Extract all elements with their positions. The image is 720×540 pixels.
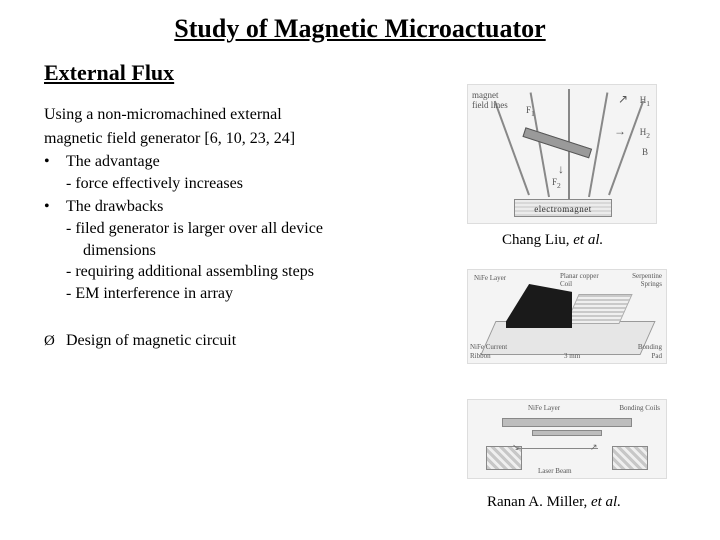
fig2-label-ribbon: Ribbon (470, 352, 491, 360)
caption-1-name: Chang Liu, (502, 232, 573, 248)
design-row: Ø Design of magnetic circuit (44, 330, 427, 352)
fig2-label-springs: Springs (641, 280, 662, 288)
section-heading: External Flux (44, 60, 676, 86)
fig1-b-label: B (642, 147, 648, 157)
fig3-rightblock-icon (612, 446, 648, 470)
arrow-icon: ↗ (590, 442, 598, 453)
figure-3: ↘ ↗ NiFe Layer Bonding Coils Laser Beam (467, 399, 667, 479)
fig1-h1-label: H1 (640, 95, 650, 108)
slide-title: Study of Magnetic Microactuator (44, 14, 676, 44)
figure-1: electromagnet magnetfield lines H1 H2 B … (467, 84, 657, 224)
figure-3-caption: Ranan A. Miller, et al. (487, 494, 621, 511)
fig1-h2-label: H2 (640, 127, 650, 140)
text-column: Using a non-micromachined external magne… (44, 104, 427, 352)
bullet-drawbacks-sub-1b: dimensions (44, 240, 427, 262)
caption-2-name: Ranan A. Miller, (487, 494, 591, 510)
fig1-field-label: magnetfield lines (472, 91, 508, 111)
bullet-drawbacks-sub-2: - requiring additional assembling steps (44, 261, 427, 283)
intro-line-1: Using a non-micromachined external (44, 104, 427, 126)
content-row: Using a non-micromachined external magne… (44, 104, 676, 352)
arrow-icon: ↗ (618, 93, 628, 105)
bullet-drawbacks-sub-1: - filed generator is larger over all dev… (44, 218, 427, 240)
caption-2-etal: et al. (591, 494, 621, 510)
intro-line-2: magnetic field generator [6, 10, 23, 24] (44, 128, 427, 150)
fig2-label-nife: NiFe Layer (474, 274, 506, 282)
field-line-icon (494, 101, 530, 196)
fig3-laser-line-icon (518, 448, 598, 449)
figure-1-caption: Chang Liu, et al. (502, 232, 603, 249)
bullet-drawbacks: • The drawbacks (44, 196, 427, 218)
fig1-f2-label: F2 (552, 177, 561, 190)
plate-icon (522, 127, 592, 158)
bullet-drawbacks-sub-3: - EM interference in array (44, 283, 427, 305)
fig3-label-nife: NiFe Layer (528, 404, 560, 412)
field-line-icon (608, 101, 644, 196)
bullet-dot-icon: • (44, 196, 66, 218)
design-label: Design of magnetic circuit (66, 330, 236, 352)
fig2-coil-icon (565, 294, 632, 324)
fig2-label-coil: Coil (560, 280, 572, 288)
fig2-label-pad: Pad (652, 352, 663, 360)
fig3-midbar-icon (532, 430, 602, 436)
bullet-dot-icon: • (44, 151, 66, 173)
bullet-advantage-label: The advantage (66, 151, 427, 173)
field-line-icon (588, 92, 608, 197)
arrow-icon: ↘ (512, 442, 520, 453)
fig3-topbar-icon (502, 418, 632, 427)
arrow-icon: → (614, 125, 626, 137)
bullet-advantage-sub-1: - force effectively increases (44, 173, 427, 195)
fig1-f1-label: F1 (526, 105, 535, 118)
bullet-advantage: • The advantage (44, 151, 427, 173)
fig2-label-nifec: NiFe Current (470, 343, 507, 351)
fig3-label-laser: Laser Beam (538, 467, 572, 475)
arrow-icon: ↓ (558, 163, 564, 175)
fig2-label-dim: 3 mm (564, 352, 580, 360)
fig3-label-coils: Bonding Coils (619, 404, 660, 412)
caption-1-etal: et al. (573, 232, 603, 248)
electromagnet-icon: electromagnet (514, 199, 612, 217)
fig2-black-icon (506, 284, 572, 328)
fig2-label-bonding: Bonding (638, 343, 662, 351)
fig2-label-planar: Planar copper (560, 272, 599, 280)
figure-2: NiFe Layer Planar copper Coil Serpentine… (467, 269, 667, 364)
fig2-label-serp: Serpentine (632, 272, 662, 280)
arrow-outline-icon: Ø (44, 331, 66, 351)
bullet-drawbacks-label: The drawbacks (66, 196, 427, 218)
